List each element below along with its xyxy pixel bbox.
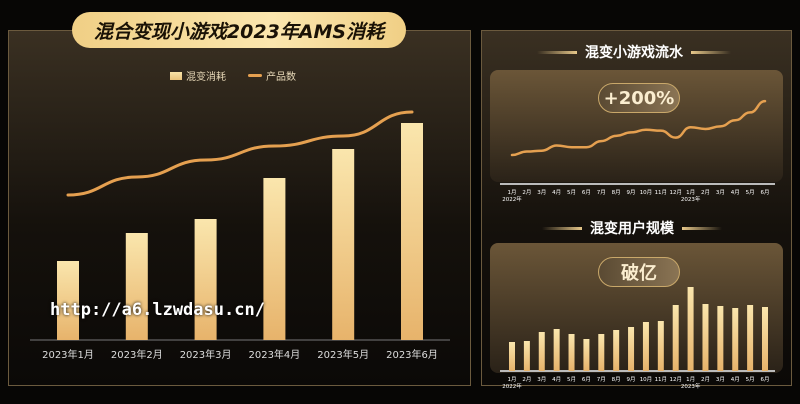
bar <box>125 233 148 340</box>
ams-chart: 2023年1月 2023年2月 2023年3月 2023年4月 2023年5月 2023年… <box>30 110 450 361</box>
x-tick-label: 6月 <box>761 376 770 383</box>
x-tick-label: 10月 <box>640 376 653 383</box>
revenue-badge: +200% <box>598 83 680 113</box>
bar <box>194 219 217 340</box>
x-tick-label: 3月 <box>716 189 725 196</box>
x-tick-label: 12月 <box>669 189 682 196</box>
x-tick-label: 2月 <box>701 189 710 196</box>
users-title: 混变用户规模 <box>542 218 722 238</box>
ams-panel <box>8 30 471 386</box>
x-tick-label: 3月 <box>716 376 725 383</box>
legend-line[interactable]: 产品数 <box>248 68 296 83</box>
bar <box>642 322 649 371</box>
x-tick-label: 11月 <box>655 189 668 196</box>
x-tick-label: 5月 <box>567 376 576 383</box>
legend: 混变消耗 产品数 <box>170 68 296 83</box>
bar <box>523 341 530 371</box>
legend-bar[interactable]: 混变消耗 <box>170 68 226 83</box>
x-tick-label: 10月 <box>640 189 653 196</box>
x-tick-label: 5月 <box>567 189 576 196</box>
bar <box>717 306 724 371</box>
x-tick-label: 7月 <box>597 189 606 196</box>
bar <box>732 308 739 371</box>
x-tick-label: 1月 <box>508 189 517 196</box>
legend-label: 混变消耗 <box>186 72 226 83</box>
x-tick-label: 2023年4月 <box>248 348 300 361</box>
bar <box>613 330 620 371</box>
x-tick-label: 8月 <box>612 189 621 196</box>
bar <box>553 329 560 371</box>
x-tick-label: 2月 <box>522 376 531 383</box>
x-tick-label: 2023年3月 <box>180 348 232 361</box>
bar <box>657 321 664 371</box>
bar <box>747 305 754 371</box>
bar <box>401 123 423 340</box>
x-tick-label: 2月 <box>522 189 531 196</box>
x-tick-label: 6月 <box>582 189 591 196</box>
x-tick-label-year: 2023年 <box>681 195 701 203</box>
bar <box>672 305 679 371</box>
x-tick-label: 3月 <box>537 376 546 383</box>
x-tick-label: 4月 <box>731 189 740 196</box>
x-tick-label: 2023年2月 <box>111 348 163 361</box>
x-tick-label-year: 2022年 <box>502 382 522 390</box>
x-tick-label: 9月 <box>627 376 636 383</box>
x-tick-label: 2023年1月 <box>42 348 94 361</box>
bar <box>687 287 694 371</box>
x-tick-label: 2023年6月 <box>386 348 438 361</box>
x-tick-label: 3月 <box>537 189 546 196</box>
bar <box>583 339 590 371</box>
x-tick-label-year: 2023年 <box>681 382 701 390</box>
x-tick-label: 5月 <box>746 376 755 383</box>
bar <box>598 334 605 371</box>
x-tick-label: 9月 <box>627 189 636 196</box>
bar <box>628 327 635 371</box>
ams-title: 混合变现小游戏2023年AMS消耗 <box>72 12 406 48</box>
x-tick-label-year: 2022年 <box>502 195 522 203</box>
x-tick-label: 2月 <box>701 376 710 383</box>
line-swatch-icon <box>248 74 262 77</box>
line-series <box>510 99 767 157</box>
revenue-title: 混变小游戏流水 <box>537 42 731 62</box>
x-tick-label: 12月 <box>669 376 682 383</box>
legend-label: 产品数 <box>266 72 296 83</box>
x-tick-label: 6月 <box>761 189 770 196</box>
x-tick-label: 8月 <box>612 376 621 383</box>
x-tick-label: 1月 <box>508 376 517 383</box>
users-badge: 破亿 <box>598 257 680 287</box>
x-tick-label: 11月 <box>655 376 668 383</box>
line-series <box>66 110 414 197</box>
x-tick-label: 5月 <box>746 189 755 196</box>
x-tick-label: 1月 <box>686 189 695 196</box>
x-tick-label: 4月 <box>731 376 740 383</box>
watermark: http://a6.lzwdasu.cn/ <box>50 300 265 320</box>
bar <box>568 334 575 371</box>
bar <box>263 178 286 340</box>
x-tick-label: 2023年5月 <box>317 348 369 361</box>
bar-swatch-icon <box>170 71 182 80</box>
x-tick-label: 4月 <box>552 376 561 383</box>
bar <box>509 342 515 371</box>
x-tick-label: 7月 <box>597 376 606 383</box>
bar <box>538 332 545 371</box>
x-tick-label: 1月 <box>686 376 695 383</box>
x-tick-label: 4月 <box>552 189 561 196</box>
x-tick-label: 6月 <box>582 376 591 383</box>
bar <box>57 261 79 340</box>
bar <box>762 307 768 371</box>
bar <box>702 304 709 371</box>
bar <box>332 149 355 340</box>
